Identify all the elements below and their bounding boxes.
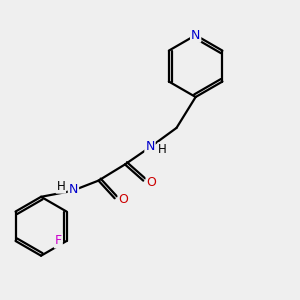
Text: N: N: [145, 140, 155, 153]
Text: H: H: [158, 143, 167, 156]
Text: O: O: [146, 176, 156, 190]
Text: N: N: [69, 183, 78, 196]
Text: F: F: [55, 235, 62, 248]
Text: H: H: [56, 180, 65, 193]
Text: O: O: [118, 193, 128, 206]
Text: N: N: [191, 29, 200, 42]
